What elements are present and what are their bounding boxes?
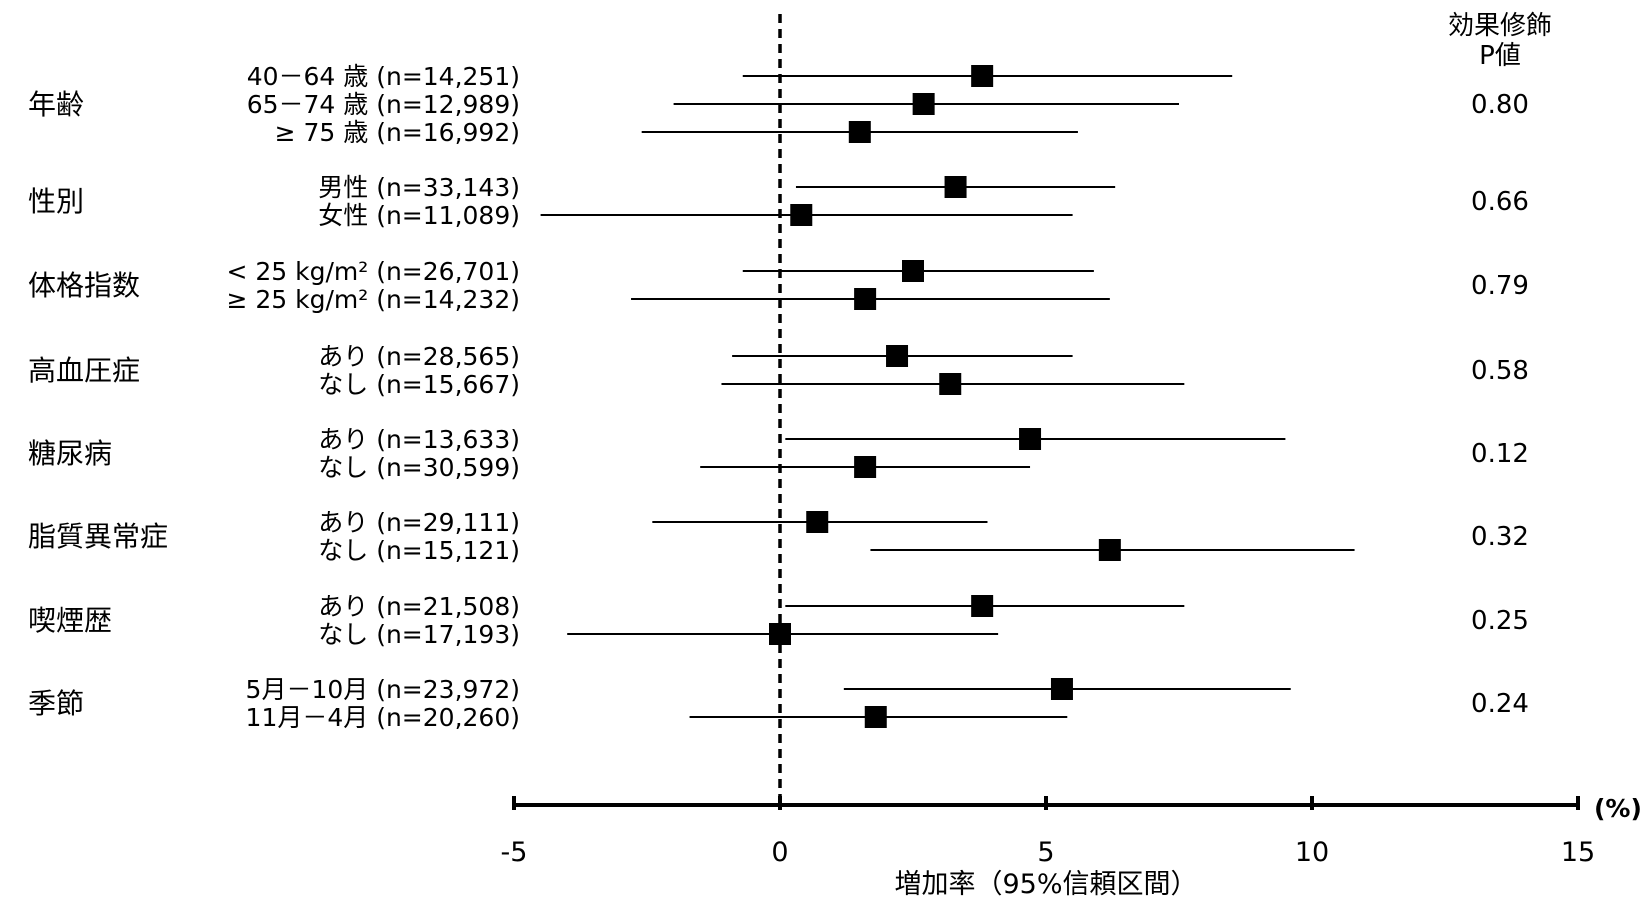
- row-label: あり (n=28,565): [318, 342, 520, 371]
- point-estimate-marker: [886, 345, 909, 367]
- group-label: 喫煙歴: [28, 604, 112, 637]
- point-estimate-marker: [939, 373, 962, 395]
- group-label: 季節: [28, 687, 84, 720]
- row-label: あり (n=13,633): [318, 425, 520, 454]
- row-label: あり (n=21,508): [318, 592, 520, 621]
- row-label: 11月－4月 (n=20,260): [246, 703, 520, 732]
- group-label: 高血圧症: [28, 354, 140, 387]
- point-estimate-marker: [944, 176, 967, 198]
- group-pvalue: 0.25: [1471, 606, 1529, 636]
- pvalue-header-line1: 効果修飾: [1448, 11, 1552, 41]
- point-estimate-marker: [971, 595, 994, 617]
- group-label: 年齢: [28, 88, 84, 121]
- row-label: ≥ 25 kg/m² (n=14,232): [226, 285, 520, 314]
- point-estimate-marker: [806, 511, 829, 533]
- row-label: 5月－10月 (n=23,972): [246, 675, 520, 704]
- row-label: ≥ 75 歳 (n=16,992): [275, 118, 520, 147]
- point-estimate-marker: [854, 288, 877, 310]
- row-label: なし (n=15,121): [318, 536, 520, 565]
- point-estimate-marker: [1098, 539, 1121, 561]
- group-pvalue: 0.66: [1471, 187, 1529, 217]
- group-pvalue: 0.12: [1471, 439, 1529, 469]
- x-axis-title: 増加率（95%信頼区間）: [894, 869, 1197, 900]
- x-tick-label: 5: [1037, 837, 1054, 868]
- group-pvalue: 0.58: [1471, 356, 1529, 386]
- point-estimate-marker: [864, 706, 887, 728]
- point-estimate-marker: [848, 121, 871, 143]
- point-estimate-marker: [902, 260, 924, 282]
- row-label: なし (n=30,599): [318, 453, 520, 482]
- x-tick-label: 15: [1561, 837, 1595, 868]
- row-label: なし (n=15,667): [318, 370, 520, 399]
- row-label: < 25 kg/m² (n=26,701): [226, 257, 520, 286]
- point-estimate-marker: [1019, 428, 1042, 450]
- pvalue-header-line2: P値: [1479, 41, 1521, 71]
- group-pvalue: 0.32: [1471, 522, 1529, 552]
- point-estimate-marker: [854, 456, 877, 478]
- point-estimate-marker: [769, 623, 791, 645]
- x-tick-label: 0: [771, 837, 788, 868]
- point-estimate-marker: [971, 65, 994, 87]
- row-label: 女性 (n=11,089): [318, 201, 520, 230]
- x-tick-label: 10: [1295, 837, 1329, 868]
- row-label: 男性 (n=33,143): [318, 173, 520, 202]
- point-estimate-marker: [790, 204, 813, 226]
- group-pvalue: 0.80: [1471, 90, 1529, 120]
- group-pvalue: 0.24: [1471, 689, 1529, 719]
- row-label: なし (n=17,193): [318, 620, 520, 649]
- x-axis-unit: (%): [1594, 794, 1640, 823]
- x-tick-label: -5: [501, 837, 528, 868]
- point-estimate-marker: [912, 93, 935, 115]
- group-label: 性別: [28, 185, 84, 218]
- group-pvalue: 0.79: [1471, 271, 1529, 301]
- point-estimate-marker: [1050, 678, 1073, 700]
- row-label: 65－74 歳 (n=12,989): [247, 90, 520, 119]
- group-label: 体格指数: [28, 269, 140, 302]
- group-label: 脂質異常症: [28, 520, 168, 553]
- row-label: あり (n=29,111): [318, 508, 520, 537]
- row-label: 40－64 歳 (n=14,251): [247, 62, 520, 91]
- group-label: 糖尿病: [28, 437, 112, 470]
